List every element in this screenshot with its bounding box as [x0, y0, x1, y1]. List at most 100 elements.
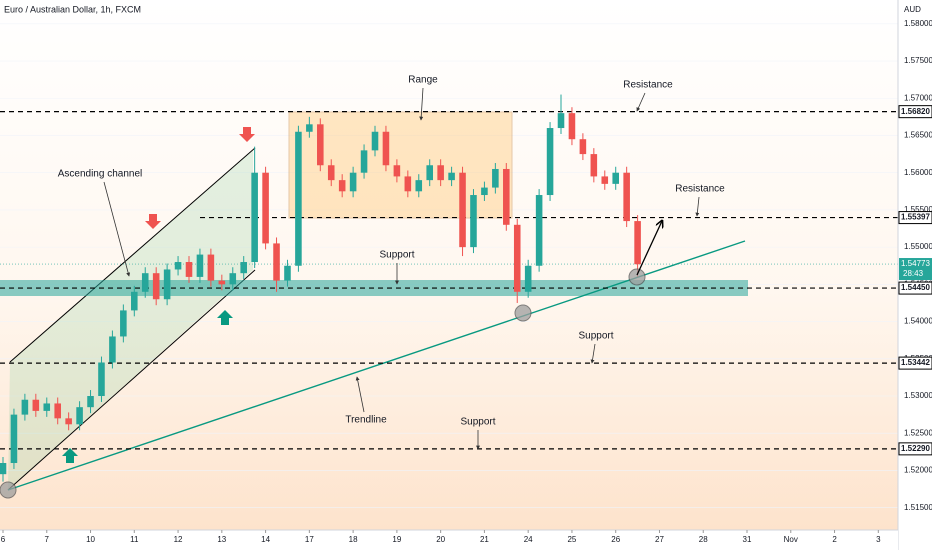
x-tick-label: 18: [349, 535, 358, 544]
candle-body: [535, 195, 543, 266]
y-tick-label: 1.56000: [904, 168, 932, 177]
y-tick-label: 1.55500: [904, 205, 932, 214]
countdown-label: 28:43: [903, 269, 924, 278]
annotation-pointer: [419, 87, 424, 121]
candles: [0, 94, 641, 482]
candle-body: [568, 113, 576, 140]
annotation: Resistance: [623, 80, 673, 91]
candle-body: [273, 243, 280, 281]
candle-body: [382, 131, 390, 166]
x-tick-label: 27: [655, 535, 664, 544]
candle-body: [152, 273, 160, 300]
y-tick-label: 1.51500: [904, 503, 932, 512]
x-tick-label: 21: [480, 535, 489, 544]
x-tick-label: 19: [392, 535, 401, 544]
x-tick-label: 10: [86, 535, 95, 544]
x-tick-label: 24: [524, 535, 533, 544]
candle-body: [284, 265, 291, 281]
candle-body: [98, 362, 105, 397]
down-arrow: [145, 214, 161, 229]
candle-body: [503, 168, 510, 225]
annotation: Support: [379, 250, 414, 261]
annotation: Resistance: [675, 184, 725, 195]
channel-upper: [9, 147, 256, 363]
candle-body: [10, 414, 18, 464]
candle-body: [306, 124, 313, 132]
x-tick-label: 12: [174, 535, 183, 544]
y-axis-label: AUD: [904, 5, 921, 14]
candle-body: [240, 262, 247, 274]
annotation-pointer: [590, 343, 596, 364]
candle-body: [196, 254, 204, 277]
candle-body: [317, 124, 324, 166]
candle-body: [557, 113, 565, 129]
chart-title: Euro / Australian Dollar, 1h, FXCM: [4, 4, 141, 14]
annotation: Range: [408, 75, 438, 86]
candle-body: [492, 168, 499, 188]
candle-body: [54, 403, 61, 419]
x-tick-label: 20: [436, 535, 445, 544]
candle-body: [448, 172, 455, 181]
candle-body: [120, 310, 127, 337]
x-tick-label: 6: [1, 535, 6, 544]
y-tick-label: 1.53000: [904, 391, 932, 400]
candle-body: [174, 262, 182, 270]
annotation-pointer: [103, 181, 131, 277]
x-tick-label: 7: [45, 535, 50, 544]
level-label-box: [898, 356, 932, 370]
y-tick-label: 1.57500: [904, 56, 932, 65]
candle-body: [338, 180, 346, 192]
level-label: 1.52290: [901, 444, 930, 453]
candle-body: [109, 336, 116, 363]
x-tick-label: 25: [567, 535, 576, 544]
y-tick-label: 1.55000: [904, 242, 932, 251]
candle-body: [295, 131, 302, 266]
candle-body: [623, 172, 630, 222]
candle-body: [524, 265, 532, 292]
y-tick-label: 1.54000: [904, 317, 932, 326]
annotation-pointer: [636, 92, 646, 112]
candle-body: [634, 221, 641, 265]
candle-body: [87, 396, 94, 408]
candle-body: [207, 254, 215, 281]
candle-body: [546, 128, 554, 196]
candle-body: [612, 172, 619, 184]
x-tick-label: 28: [699, 535, 708, 544]
x-tick-label: 26: [611, 535, 620, 544]
candle-body: [590, 154, 598, 177]
level-label-box: [898, 105, 932, 119]
annotation: Support: [578, 331, 613, 342]
candle-body: [251, 172, 258, 263]
channel-fill: [8, 150, 253, 490]
level-label: 1.55397: [901, 213, 930, 222]
y-tick-label: 1.58000: [904, 19, 932, 28]
candle-body: [76, 407, 83, 425]
candle-body: [163, 269, 171, 300]
candle-body: [218, 280, 226, 285]
last-price-label: 1.54773: [901, 259, 930, 268]
candle-body: [437, 165, 444, 181]
touch-circle: [0, 481, 17, 499]
candle-body: [21, 399, 29, 415]
x-tick-label: 14: [261, 535, 270, 544]
candle-body: [131, 291, 138, 311]
candle-body: [43, 403, 51, 411]
candle-body: [262, 172, 269, 244]
down-arrow: [239, 127, 255, 142]
levels: [0, 111, 898, 450]
projection-arrow: [636, 221, 662, 276]
x-tick-label: 3: [876, 535, 881, 544]
touch-circle: [628, 268, 646, 286]
x-tick-label: 13: [217, 535, 226, 544]
x-tick-label: 17: [305, 535, 314, 544]
y-tick-label: 1.56500: [904, 131, 932, 140]
candle-body: [513, 224, 521, 292]
touch-circle: [514, 304, 532, 322]
candle-body: [415, 180, 423, 192]
x-tick-label: 31: [743, 535, 752, 544]
candle-body: [393, 165, 401, 177]
time-axis: [0, 530, 898, 550]
candle-body: [459, 172, 466, 248]
annotation: Ascending channel: [58, 169, 143, 180]
